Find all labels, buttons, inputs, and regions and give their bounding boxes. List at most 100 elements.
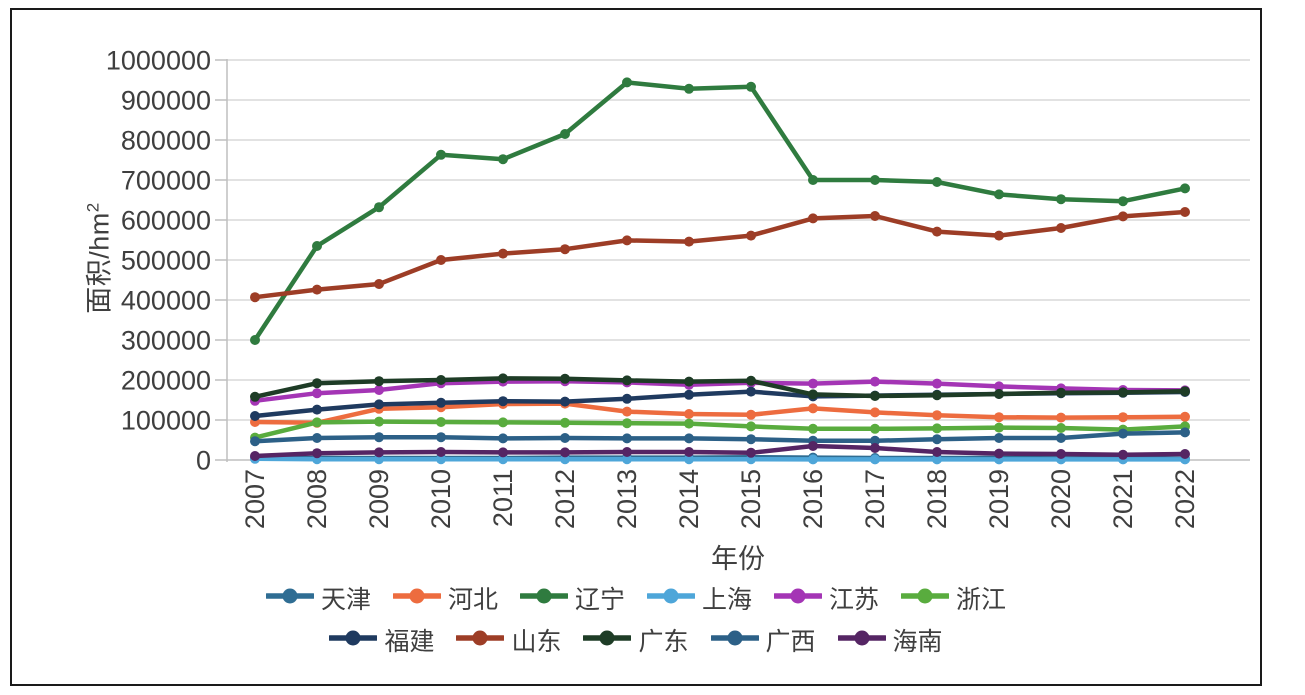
data-point-marker bbox=[622, 77, 632, 88]
y-tick-label: 900000 bbox=[121, 86, 211, 116]
data-point-marker bbox=[932, 410, 942, 421]
series-辽宁 bbox=[250, 77, 1190, 345]
data-point-marker bbox=[374, 279, 384, 289]
data-point-marker bbox=[684, 447, 694, 457]
legend-row: 福建 山东 广东 广西 海南 bbox=[318, 622, 953, 658]
data-point-marker bbox=[1056, 423, 1066, 433]
data-point-marker bbox=[374, 376, 384, 387]
y-tick-label: 100000 bbox=[121, 406, 211, 436]
data-point-marker bbox=[250, 411, 260, 421]
y-tick-label: 1000000 bbox=[106, 46, 211, 76]
y-axis-tick-labels: 0 100000 200000 300000 400000 500000 600000 700… bbox=[106, 46, 211, 476]
data-point-marker bbox=[746, 447, 756, 458]
legend-row: 天津 河北 辽宁 上海 江苏 浙江 bbox=[255, 580, 1017, 616]
data-point-marker bbox=[932, 454, 942, 465]
data-point-marker bbox=[808, 423, 818, 434]
data-point-marker bbox=[622, 433, 632, 444]
y-axis-title-text: 面积/hm bbox=[84, 212, 115, 314]
data-point-marker bbox=[746, 386, 756, 397]
legend-label: 广东 bbox=[638, 628, 689, 656]
series-海南 bbox=[250, 441, 1190, 461]
legend-line-marker-icon bbox=[581, 629, 634, 652]
y-tick-label: 600000 bbox=[121, 206, 211, 236]
data-point-marker bbox=[436, 447, 446, 457]
data-point-marker bbox=[1180, 207, 1190, 217]
data-point-marker bbox=[932, 226, 942, 237]
data-point-marker bbox=[994, 389, 1004, 399]
x-tick-label: 2009 bbox=[364, 469, 394, 529]
data-point-marker bbox=[1056, 194, 1066, 205]
data-point-marker bbox=[994, 422, 1004, 433]
data-point-marker bbox=[870, 435, 880, 446]
x-tick-label: 2016 bbox=[798, 469, 828, 529]
data-point-marker bbox=[560, 129, 570, 139]
data-point-marker bbox=[684, 409, 694, 419]
data-point-marker bbox=[622, 418, 632, 429]
x-tick-label: 2021 bbox=[1108, 469, 1138, 529]
data-point-marker bbox=[870, 423, 880, 434]
series-line bbox=[252, 80, 1188, 343]
data-point-marker bbox=[560, 417, 570, 428]
data-point-marker bbox=[808, 454, 818, 465]
series-line bbox=[252, 378, 1188, 404]
data-point-marker bbox=[684, 83, 694, 94]
series-广西 bbox=[250, 427, 1190, 447]
data-point-marker bbox=[374, 385, 384, 395]
data-point-marker bbox=[498, 417, 508, 428]
data-point-marker bbox=[1056, 449, 1066, 459]
legend-line-marker-icon bbox=[264, 587, 316, 610]
data-point-marker bbox=[436, 149, 446, 160]
data-point-marker bbox=[746, 81, 756, 92]
x-tick-label: 2019 bbox=[984, 469, 1014, 529]
data-point-marker bbox=[870, 391, 880, 401]
x-tick-label: 2015 bbox=[736, 469, 766, 529]
data-point-marker bbox=[684, 376, 694, 387]
data-point-marker bbox=[994, 230, 1004, 241]
data-point-marker bbox=[808, 441, 818, 451]
data-point-marker bbox=[1180, 411, 1190, 422]
data-point-marker bbox=[622, 393, 632, 404]
x-tick-label: 2012 bbox=[550, 469, 580, 529]
data-point-marker bbox=[312, 388, 322, 399]
data-point-marker bbox=[1056, 412, 1066, 423]
data-point-marker bbox=[622, 235, 632, 246]
data-point-marker bbox=[250, 436, 260, 447]
data-point-marker bbox=[498, 396, 508, 407]
x-tick-label: 2008 bbox=[302, 469, 332, 529]
legend-item-河北: 河北 bbox=[391, 580, 498, 616]
series-line bbox=[252, 401, 1188, 426]
data-point-marker bbox=[746, 230, 756, 241]
data-point-marker bbox=[374, 447, 384, 458]
data-point-marker bbox=[684, 418, 694, 429]
data-point-marker bbox=[1056, 223, 1066, 233]
legend-label: 广西 bbox=[765, 628, 816, 656]
data-point-marker bbox=[932, 423, 942, 434]
legend-label: 江苏 bbox=[829, 586, 880, 614]
data-point-marker bbox=[312, 448, 322, 459]
data-point-marker bbox=[560, 373, 570, 384]
data-point-marker bbox=[870, 443, 880, 453]
data-point-marker bbox=[436, 454, 446, 465]
x-tick-label: 2022 bbox=[1170, 469, 1200, 529]
data-point-marker bbox=[498, 248, 508, 259]
figure-frame bbox=[10, 8, 1262, 686]
data-point-marker bbox=[684, 433, 694, 444]
data-point-marker bbox=[808, 378, 818, 389]
data-point-marker bbox=[932, 378, 942, 389]
data-point-marker bbox=[932, 447, 942, 457]
data-point-marker bbox=[1118, 387, 1128, 398]
data-point-marker bbox=[746, 375, 756, 386]
legend-item-辽宁: 辽宁 bbox=[518, 580, 625, 616]
data-point-marker bbox=[560, 244, 570, 255]
data-point-marker bbox=[250, 391, 260, 402]
data-point-marker bbox=[622, 447, 632, 457]
data-point-marker bbox=[994, 433, 1004, 443]
data-point-marker bbox=[250, 451, 260, 461]
data-point-marker bbox=[560, 396, 570, 407]
y-tick-label: 400000 bbox=[121, 286, 211, 316]
data-point-marker bbox=[560, 433, 570, 443]
data-point-marker bbox=[870, 175, 880, 185]
series-line bbox=[252, 376, 1188, 400]
data-point-marker bbox=[746, 421, 756, 432]
